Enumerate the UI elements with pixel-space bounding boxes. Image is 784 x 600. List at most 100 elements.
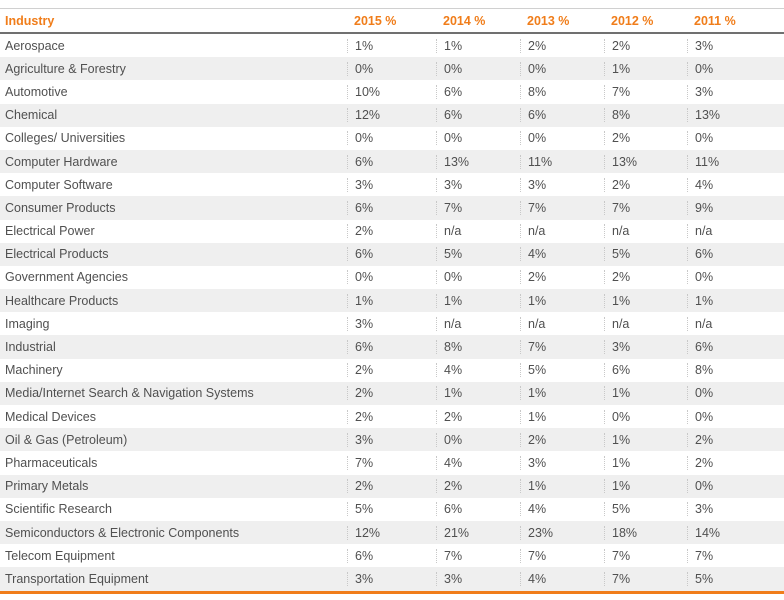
cell-2011: 0%	[687, 61, 784, 76]
cell-2013: 4%	[520, 571, 604, 586]
cell-2015: 6%	[347, 340, 436, 355]
cell-2015: 2%	[347, 409, 436, 424]
cell-2013: 5%	[520, 363, 604, 378]
cell-2012: 1%	[604, 479, 687, 494]
cell-2011: 3%	[687, 38, 784, 53]
cell-2015: 7%	[347, 455, 436, 470]
cell-2015: 0%	[347, 61, 436, 76]
cell-2012: 13%	[604, 154, 687, 169]
cell-2015-value: 6%	[347, 340, 436, 355]
cell-2014-value: 0%	[436, 61, 520, 76]
cell-2015-value: 6%	[347, 154, 436, 169]
cell-2014: n/a	[436, 316, 520, 331]
cell-2015-value: 2%	[347, 363, 436, 378]
cell-2014-value: 3%	[436, 571, 520, 586]
cell-2012-value: 0%	[604, 409, 687, 424]
industry-table: Industry 2015 % 2014 % 2013 % 2012 % 201…	[0, 8, 784, 594]
cell-2014: 6%	[436, 108, 520, 123]
cell-2013-value: 3%	[520, 455, 604, 470]
cell-2014: 0%	[436, 270, 520, 285]
header-2014: 2014 %	[443, 13, 486, 28]
cell-2012-value: 1%	[604, 61, 687, 76]
cell-2013-value: n/a	[520, 316, 604, 331]
table-row: Computer Software 3% 3% 3% 2% 4%	[0, 173, 784, 196]
cell-2012-value: 7%	[604, 548, 687, 563]
cell-2011: 7%	[687, 548, 784, 563]
cell-2013: n/a	[520, 316, 604, 331]
cell-2014: 5%	[436, 247, 520, 262]
cell-2012-value: 13%	[604, 154, 687, 169]
cell-2012-value: 1%	[604, 455, 687, 470]
table-row: Machinery 2% 4% 5% 6% 8%	[0, 359, 784, 382]
cell-2013: 4%	[520, 247, 604, 262]
cell-industry: Healthcare Products	[5, 293, 119, 308]
cell-2015-value: 1%	[347, 293, 436, 308]
cell-2011: 6%	[687, 247, 784, 262]
cell-2014-value: 7%	[436, 200, 520, 215]
cell-2012: 6%	[604, 363, 687, 378]
cell-2011-value: 6%	[687, 340, 784, 355]
cell-2011: 5%	[687, 571, 784, 586]
cell-2014: 1%	[436, 38, 520, 53]
cell-industry: Medical Devices	[5, 409, 97, 424]
cell-2012: 18%	[604, 525, 687, 540]
cell-2013-value: 7%	[520, 548, 604, 563]
cell-2015-value: 6%	[347, 200, 436, 215]
cell-2013-value: 7%	[520, 200, 604, 215]
cell-2011: 9%	[687, 200, 784, 215]
cell-2013-value: 0%	[520, 131, 604, 146]
cell-2015-value: 3%	[347, 177, 436, 192]
cell-2012-value: 2%	[604, 177, 687, 192]
cell-2014: 0%	[436, 432, 520, 447]
cell-2011-value: 0%	[687, 270, 784, 285]
cell-2014-value: 7%	[436, 548, 520, 563]
cell-2014-value: 1%	[436, 386, 520, 401]
cell-2013: 3%	[520, 455, 604, 470]
cell-2011-value: 2%	[687, 432, 784, 447]
cell-industry: Government Agencies	[5, 270, 128, 285]
cell-2011-value: 0%	[687, 479, 784, 494]
cell-2011: 13%	[687, 108, 784, 123]
cell-2015-value: 3%	[347, 432, 436, 447]
cell-2011-value: 1%	[687, 293, 784, 308]
cell-2014: 13%	[436, 154, 520, 169]
cell-industry: Scientific Research	[5, 502, 112, 517]
cell-2013: 1%	[520, 479, 604, 494]
cell-2012: 5%	[604, 502, 687, 517]
cell-industry: Transportation Equipment	[5, 571, 149, 586]
cell-2014: 2%	[436, 479, 520, 494]
cell-2014-value: 1%	[436, 293, 520, 308]
cell-2015-value: 1%	[347, 38, 436, 53]
cell-2014: 21%	[436, 525, 520, 540]
table-row: Telecom Equipment 6% 7% 7% 7% 7%	[0, 544, 784, 567]
cell-2011-value: 0%	[687, 409, 784, 424]
cell-2013: n/a	[520, 224, 604, 239]
cell-2011-value: n/a	[687, 316, 784, 331]
cell-2012: 7%	[604, 548, 687, 563]
cell-2011-value: 14%	[687, 525, 784, 540]
cell-2012-value: 7%	[604, 571, 687, 586]
cell-2014-value: 3%	[436, 177, 520, 192]
cell-2011: 11%	[687, 154, 784, 169]
cell-2011-value: 9%	[687, 200, 784, 215]
cell-2011: 2%	[687, 455, 784, 470]
cell-2014: 8%	[436, 340, 520, 355]
cell-2011: 4%	[687, 177, 784, 192]
cell-2012-value: 5%	[604, 247, 687, 262]
cell-2015-value: 7%	[347, 455, 436, 470]
cell-2013-value: 5%	[520, 363, 604, 378]
table-row: Media/Internet Search & Navigation Syste…	[0, 381, 784, 405]
cell-industry: Chemical	[5, 108, 58, 123]
cell-2014: 7%	[436, 200, 520, 215]
cell-2013: 2%	[520, 270, 604, 285]
cell-2013: 2%	[520, 38, 604, 53]
cell-2011-value: 7%	[687, 548, 784, 563]
cell-2011: 0%	[687, 386, 784, 401]
cell-2015-value: 0%	[347, 270, 436, 285]
cell-2015-value: 0%	[347, 61, 436, 76]
cell-industry: Automotive	[5, 84, 68, 99]
cell-2015: 12%	[347, 108, 436, 123]
cell-2012-value: 2%	[604, 131, 687, 146]
cell-2013-value: 6%	[520, 108, 604, 123]
cell-2011: 0%	[687, 409, 784, 424]
